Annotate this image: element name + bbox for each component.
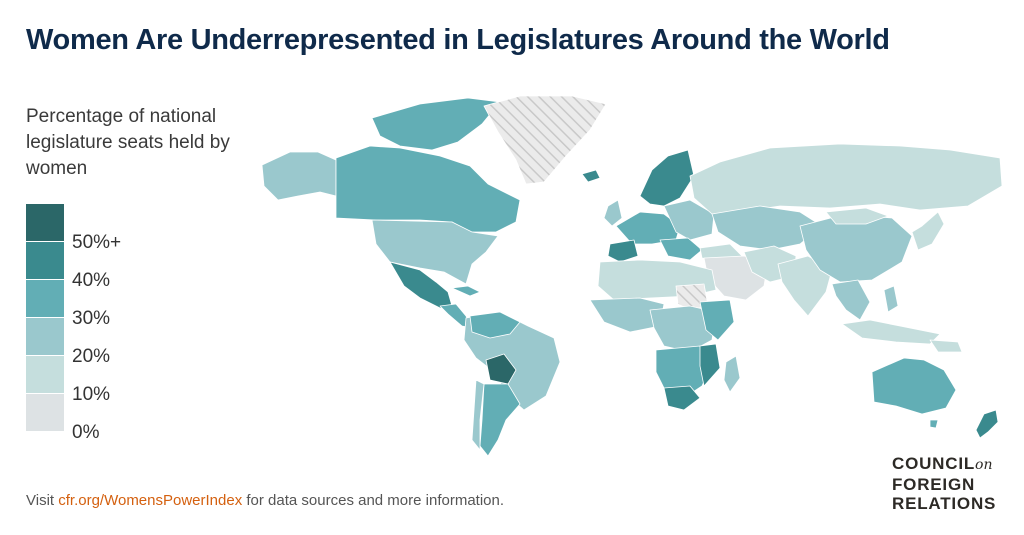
region-spain [607, 239, 639, 263]
page-title: Women Are Underrepresented in Legislatur… [26, 24, 890, 56]
region-united-states [371, 219, 499, 285]
region-iceland [581, 169, 601, 183]
region-bolivia [485, 353, 517, 385]
footer-suffix: for data sources and more information. [242, 492, 505, 509]
region-papua-new-guinea [929, 339, 963, 353]
region-mongolia [825, 207, 889, 225]
region-canadian-arctic [371, 97, 501, 151]
region-caribbean [451, 285, 481, 297]
region-east-africa [699, 299, 735, 341]
region-argentina [479, 383, 521, 457]
region-south-africa [663, 385, 701, 411]
legend-swatch-40 [26, 242, 64, 279]
region-scandinavia [639, 149, 695, 207]
region-australia [871, 357, 957, 415]
legend-label-50: 50%+ [72, 232, 122, 253]
region-alaska [261, 151, 337, 201]
region-eastern-europe [663, 199, 715, 241]
logo-line3: RELATIONS [892, 494, 997, 513]
logo-line1: COUNCIL [892, 454, 976, 473]
region-colombia-venezuela [469, 311, 521, 339]
logo-on: on [975, 457, 993, 473]
footer-note: Visit cfr.org/WomensPowerIndex for data … [26, 492, 504, 509]
region-greenland [483, 95, 607, 185]
region-uk-ireland [603, 199, 623, 227]
region-indonesia [841, 319, 941, 345]
legend-label-40: 40% [72, 270, 111, 291]
legend-swatch-50 [26, 204, 64, 241]
region-central-asia [711, 205, 823, 251]
legend-swatch-30 [26, 280, 64, 317]
footer-prefix: Visit [26, 492, 59, 509]
region-philippines [883, 285, 899, 313]
region-balkans [659, 237, 703, 261]
footer-link[interactable]: cfr.org/WomensPowerIndex [58, 492, 243, 509]
region-chile [471, 379, 485, 451]
legend-swatch-20 [26, 318, 64, 355]
legend-title: Percentage of national legislature seats… [26, 106, 230, 179]
region-mozambique [699, 343, 721, 387]
legend-swatch-0 [26, 394, 64, 431]
logo-line2: FOREIGN [892, 475, 976, 494]
region-southeast-asia [831, 279, 871, 321]
region-canada [335, 145, 521, 233]
legend-label-30: 30% [72, 308, 111, 329]
region-tasmania [929, 419, 939, 429]
cfr-logo: COUNCILon FOREIGN RELATIONS [892, 454, 996, 513]
region-new-zealand [975, 409, 999, 439]
world-map [261, 95, 1003, 457]
region-korea-japan [911, 211, 945, 251]
legend-swatch-10 [26, 356, 64, 393]
legend-label-10: 10% [72, 384, 111, 405]
legend-label-0: 0% [72, 422, 100, 443]
region-russia [689, 143, 1003, 215]
region-madagascar [723, 355, 741, 393]
legend-label-20: 20% [72, 346, 111, 367]
